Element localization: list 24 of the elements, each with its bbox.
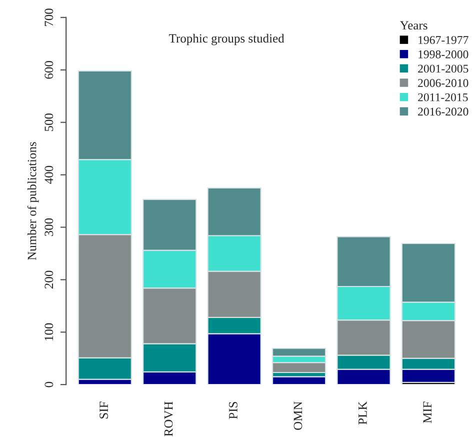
y-tick-label: 700 <box>44 8 54 26</box>
y-tick-label: 200 <box>44 270 54 289</box>
y-axis-title: Number of publications <box>27 142 39 260</box>
y-tick-label: 600 <box>44 61 54 79</box>
y-tick-label: 500 <box>44 113 54 132</box>
legend-label: 2016-2020 <box>418 108 468 116</box>
legend-label: 2011-2015 <box>418 93 468 102</box>
legend-title: Years <box>400 21 428 30</box>
legend-label: 2001-2005 <box>418 64 468 73</box>
x-tick-label: PLK <box>358 401 367 424</box>
y-tick-label: 300 <box>44 218 54 236</box>
x-tick-label: OMN <box>294 402 302 430</box>
legend-label: 1967-1977 <box>418 36 468 44</box>
x-tick-label: PIS <box>229 402 238 419</box>
y-tick-label: 100 <box>44 323 54 340</box>
legend-label: 1998-2000 <box>418 50 468 58</box>
x-tick-label: ROVH <box>164 402 173 436</box>
text: Trophic groups studied <box>169 34 284 46</box>
x-tick-label: MIF <box>423 402 432 424</box>
bar <box>272 376 326 385</box>
y-tick-label: 400 <box>44 166 54 184</box>
x-tick-label: SIF <box>100 402 108 418</box>
legend-label: 2006-2010 <box>418 79 468 87</box>
y-tick-label: 0 <box>44 382 54 388</box>
